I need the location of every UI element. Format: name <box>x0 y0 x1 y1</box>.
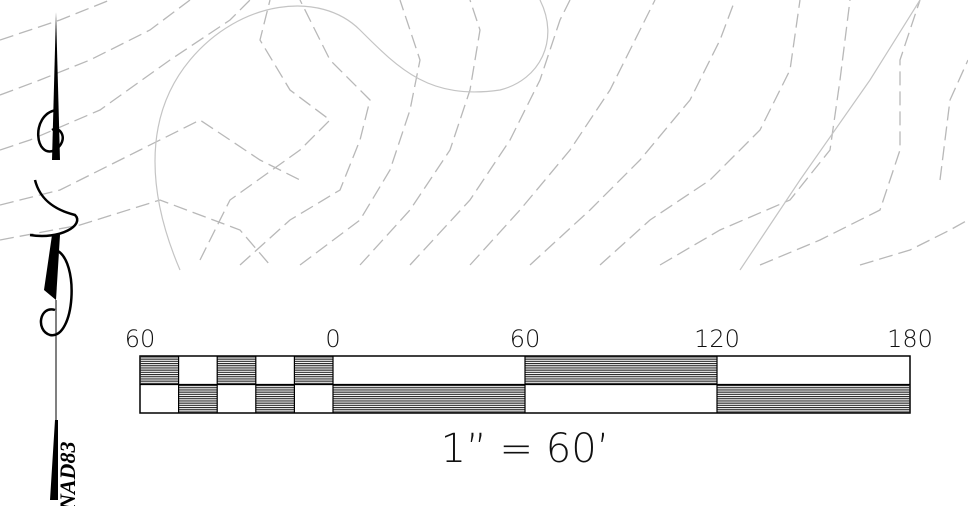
scale-label: 0 <box>325 325 340 353</box>
scale-label: 120 <box>694 325 740 353</box>
scale-ratio: 1” = 60’ <box>441 426 610 472</box>
scale-label: 60 <box>125 325 156 353</box>
datum-label: NAD83 <box>55 442 80 506</box>
scale-label: 60 <box>510 325 541 353</box>
north-arrow <box>29 12 79 500</box>
scale-bar: 60 0 60 120 180 1” = 60’ <box>125 325 933 472</box>
scale-label: 180 <box>887 325 933 353</box>
contours <box>0 0 968 271</box>
